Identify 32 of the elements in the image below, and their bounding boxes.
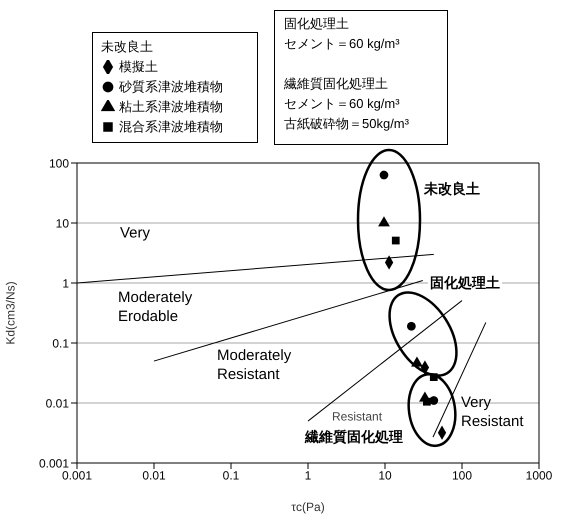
x-tick-label: 0.01 [142, 468, 166, 483]
annotation: Moderately Resistant [217, 347, 292, 383]
x-tick-label: 1 [304, 468, 312, 483]
text: 古紙破砕物＝50kg/m³ [284, 116, 409, 131]
text: セメント＝60 kg/m³ [284, 36, 400, 51]
annotation: Very [120, 224, 150, 242]
x-tick-label: 10 [378, 468, 392, 483]
text: 固化処理土 [284, 16, 349, 31]
y-tick-label: 0.1 [52, 336, 70, 350]
y-axis-title: Kd(cm3/Ns) [3, 281, 18, 345]
y-tick-label: 1 [62, 276, 70, 290]
annotation: Resistant [332, 410, 382, 424]
annotation: 未改良土 [424, 180, 480, 196]
legend-title: 未改良土 [101, 39, 153, 54]
x-tick-label: 1000 [526, 468, 553, 483]
y-tick-label: 0.001 [38, 456, 70, 470]
text: セメント＝60 kg/m³ [284, 96, 400, 111]
annotation: 固化処理土 [430, 274, 500, 290]
x-axis-title: τc(Pa) [291, 500, 325, 514]
annotation: Moderately Erodable [118, 289, 192, 325]
x-tick-label: 100 [452, 468, 472, 483]
legend-label: 模擬土 [119, 59, 158, 74]
y-tick-label: 0.01 [46, 396, 70, 410]
x-tick-label: 0.1 [222, 468, 240, 483]
annotation: Very Resistant [461, 394, 524, 430]
legend-label: 砂質系津波堆積物 [119, 79, 223, 94]
legend-label: 粘土系津波堆積物 [119, 99, 223, 114]
legend-label: 混合系津波堆積物 [119, 119, 223, 134]
y-tick-label: 10 [56, 216, 70, 230]
y-tick-label: 100 [48, 156, 70, 170]
annotation: 繊維質固化処理 [305, 428, 403, 444]
text: 繊維質固化処理土 [284, 76, 388, 91]
